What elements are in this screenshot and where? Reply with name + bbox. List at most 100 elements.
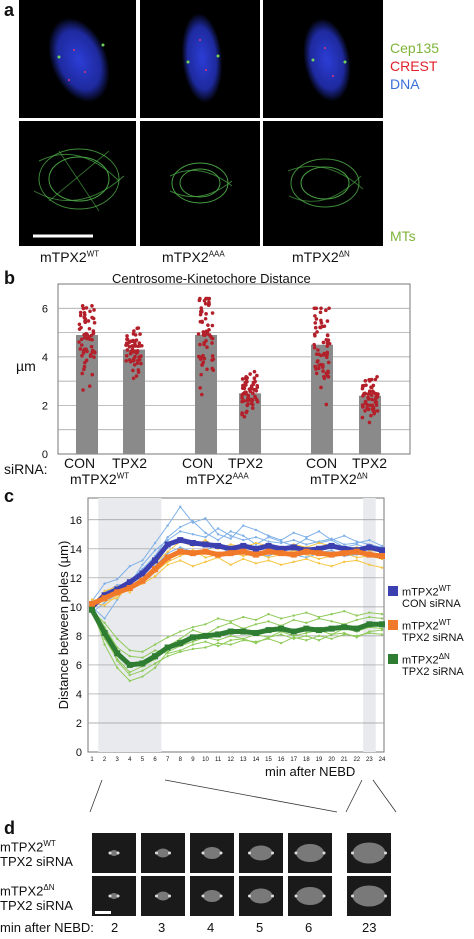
- trace-point: [166, 550, 169, 553]
- trace-point: [242, 534, 245, 537]
- trace-point: [204, 646, 207, 649]
- data-point: [204, 312, 208, 316]
- trace-point: [90, 598, 94, 601]
- y-tick-label: 4: [42, 352, 48, 364]
- data-point: [314, 371, 319, 376]
- data-point: [205, 345, 209, 349]
- trace-point: [279, 633, 283, 636]
- data-point: [133, 354, 137, 359]
- legend-dn-tpx2-line2: TPX2 siRNA: [402, 666, 464, 678]
- data-point: [136, 370, 141, 374]
- trace-point: [368, 631, 371, 635]
- data-point: [132, 358, 136, 363]
- trace-point: [166, 655, 169, 658]
- data-point: [369, 385, 373, 389]
- data-point: [82, 335, 87, 340]
- data-point: [205, 367, 209, 372]
- data-point: [77, 340, 81, 344]
- trace-point: [254, 623, 258, 626]
- trace-point: [305, 611, 308, 614]
- mean-series-marker: [278, 545, 285, 552]
- data-point: [360, 403, 365, 407]
- trace-point: [279, 563, 283, 566]
- data-point: [245, 409, 249, 414]
- data-point: [325, 333, 330, 338]
- legend-swatch-green: [388, 654, 398, 664]
- mean-series-marker: [366, 544, 373, 551]
- data-point: [134, 374, 139, 378]
- mean-series-marker: [315, 545, 322, 552]
- timelapse-frame: [288, 833, 332, 873]
- line-chart-ylabel: Distance between poles (µm): [56, 541, 71, 710]
- x-tick-label: 9: [191, 757, 195, 763]
- time-4: 4: [207, 920, 215, 935]
- data-point: [314, 367, 318, 371]
- trace-point: [191, 533, 195, 536]
- mean-series-marker: [240, 628, 247, 635]
- data-point: [200, 363, 204, 367]
- mean-series-marker: [379, 547, 385, 554]
- x-tick-label: 10: [202, 757, 209, 763]
- trace-point: [242, 615, 245, 619]
- data-point: [240, 396, 244, 400]
- data-point: [321, 363, 325, 367]
- data-point: [89, 333, 94, 338]
- trace-point: [166, 563, 169, 566]
- y-tick-label: 8: [76, 631, 82, 643]
- y-tick-label: 2: [76, 718, 82, 730]
- spindle-signal: [296, 844, 324, 862]
- group-wt-name: mTPX2WT: [70, 471, 130, 487]
- data-point: [240, 377, 245, 381]
- mean-series-marker: [353, 625, 360, 632]
- trace-point: [368, 563, 371, 566]
- data-point: [245, 403, 249, 408]
- mean-series-marker: [252, 551, 259, 558]
- data-point: [131, 376, 136, 381]
- legend-wt-tpx2-line2: TPX2 siRNA: [402, 632, 464, 644]
- mean-series-marker: [101, 629, 108, 636]
- trace-point: [305, 634, 308, 638]
- data-point: [375, 374, 379, 379]
- data-point: [316, 359, 320, 363]
- data-point: [246, 393, 251, 398]
- data-point: [200, 320, 205, 325]
- trace-point: [216, 625, 220, 629]
- trace-point: [242, 538, 245, 542]
- trace-point: [153, 643, 157, 646]
- data-point: [370, 397, 374, 402]
- pole-signal: [108, 851, 112, 855]
- shaded-region: [98, 498, 162, 752]
- time-6: 6: [305, 920, 313, 935]
- trace-point: [153, 549, 157, 552]
- mean-series-marker: [227, 550, 234, 557]
- trace-point: [305, 557, 308, 561]
- trace-point: [229, 634, 232, 638]
- x-tick-label: 17: [290, 757, 297, 763]
- data-point: [203, 332, 207, 337]
- data-point: [133, 340, 137, 345]
- trace-point: [216, 639, 220, 642]
- mean-series-marker: [164, 554, 171, 561]
- trace-point: [166, 636, 169, 639]
- trace-point: [229, 639, 232, 642]
- data-point: [196, 332, 201, 336]
- mean-series-marker: [303, 625, 310, 632]
- trace-point: [305, 639, 308, 642]
- data-point: [80, 371, 85, 376]
- data-point: [370, 393, 374, 397]
- panel-a-label: a: [4, 0, 15, 20]
- trace-point: [279, 617, 283, 620]
- data-point: [124, 359, 129, 363]
- trace-point: [153, 649, 157, 652]
- x-tick-label: 15: [265, 757, 272, 763]
- data-point: [198, 342, 202, 347]
- data-point: [82, 332, 86, 337]
- data-point: [92, 355, 96, 359]
- spindle-signal: [156, 891, 170, 901]
- mean-series-marker: [101, 595, 108, 602]
- trace-point: [141, 650, 144, 654]
- trace-point: [128, 670, 132, 674]
- legend-wt-con-line2: CON siRNA: [402, 598, 461, 610]
- trace-point: [103, 582, 106, 585]
- trace-point: [216, 641, 220, 645]
